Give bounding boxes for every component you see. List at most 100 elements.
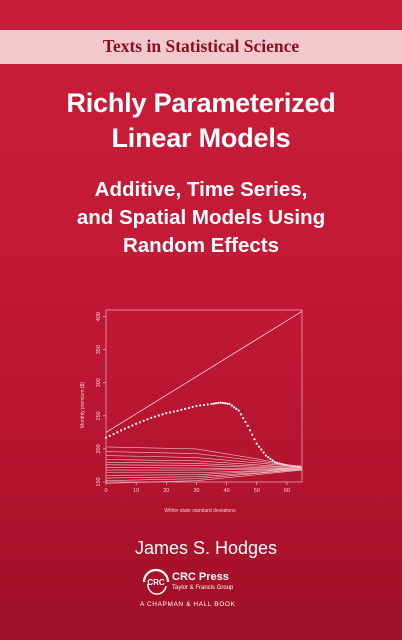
author-name: James S. Hodges bbox=[134, 538, 278, 558]
publisher-block: CRC CRC Press Taylor & Francis Group A C… bbox=[140, 566, 340, 616]
chart-x-tick-label: 0 bbox=[104, 488, 107, 494]
chart-y-axis-label: Monthly premium ($) bbox=[80, 382, 86, 428]
chart-series-state-line bbox=[105, 469, 303, 476]
chart-series-dot bbox=[226, 402, 229, 405]
chart-series-dot bbox=[104, 436, 108, 439]
chart-series-dot bbox=[262, 451, 265, 454]
chart-series-dot bbox=[251, 433, 254, 436]
chart-y-tick-label: 350 bbox=[96, 345, 102, 354]
cover-chart: 0 10 20 30 40 50 60 150 200 250 300 350 400 Within-s… bbox=[80, 309, 303, 514]
chart-series-dot bbox=[214, 402, 218, 405]
chart-series-dot bbox=[233, 406, 236, 409]
chart-series-state-line bbox=[105, 467, 302, 470]
chart-series-dot bbox=[180, 408, 183, 411]
book-title-line-1: Richly Parameterized bbox=[66, 88, 336, 118]
chart-series-state-line bbox=[105, 464, 303, 470]
chart-series-dot bbox=[269, 457, 272, 460]
chart-series-state-line bbox=[105, 469, 303, 479]
chart-series-dot bbox=[210, 402, 213, 406]
chart-series-dot bbox=[157, 414, 160, 417]
chart-series-dot bbox=[168, 411, 172, 414]
chart-series-state-line bbox=[106, 468, 303, 471]
chart-series-dot bbox=[237, 409, 240, 412]
chart-series-dot bbox=[244, 420, 247, 424]
chart-series-dot bbox=[119, 429, 123, 432]
chart-series-dot bbox=[172, 410, 175, 413]
chart-series-dot bbox=[184, 407, 187, 410]
series-title: Texts in Statistical Science bbox=[102, 36, 300, 56]
chart-series-dot bbox=[176, 409, 179, 412]
chart-series-state-line bbox=[105, 461, 303, 469]
chart-series-dot bbox=[235, 407, 238, 410]
chart-series-dot bbox=[195, 404, 198, 408]
chart-x-tick-label: 30 bbox=[193, 488, 199, 494]
chart-series-dot bbox=[212, 402, 215, 405]
chart-series-dot bbox=[202, 403, 206, 407]
chart-x-tick-label: 60 bbox=[284, 488, 290, 494]
book-subtitle-line-1: Additive, Time Series, bbox=[94, 178, 308, 201]
chart-series-dot bbox=[260, 448, 263, 451]
publisher-group: Taylor & Francis Group bbox=[172, 585, 234, 591]
chart-series-state-line bbox=[105, 451, 303, 468]
chart-series-state-line bbox=[105, 455, 303, 468]
chart-y-tick-label: 250 bbox=[96, 411, 102, 420]
chart-series-dot bbox=[271, 459, 274, 462]
chart-series-dot bbox=[264, 454, 267, 457]
chart-y-tick-label: 400 bbox=[96, 312, 102, 321]
chart-series-dot bbox=[153, 415, 157, 418]
chart-series-state-line bbox=[105, 469, 303, 484]
chart-series-dot bbox=[224, 402, 227, 405]
chart-series-dot bbox=[142, 419, 145, 422]
chart-series-dot bbox=[191, 405, 194, 409]
chart-series-dot bbox=[146, 418, 149, 421]
book-subtitle-line-3: Random Effects bbox=[122, 234, 280, 257]
chart-series-dot bbox=[228, 402, 231, 406]
chart-series-dot bbox=[221, 401, 224, 405]
chart-series-dot bbox=[165, 412, 168, 415]
book-title-line-2: Linear Models bbox=[111, 123, 291, 153]
chart-series-dot bbox=[127, 425, 130, 429]
chart-series-dot bbox=[112, 432, 115, 436]
publisher-imprint: A CHAPMAN & HALL BOOK bbox=[140, 601, 236, 608]
chart-series-dot bbox=[131, 424, 134, 427]
chart-series-dot bbox=[199, 404, 202, 407]
chart-x-tick-label: 20 bbox=[163, 488, 169, 494]
chart-series-dot bbox=[219, 401, 222, 404]
chart-series-state-line bbox=[105, 469, 303, 481]
chart-series-dot bbox=[257, 445, 261, 448]
chart-series-dot bbox=[217, 401, 220, 405]
chart-series-dot bbox=[161, 413, 164, 416]
crc-logo-text: CRC bbox=[147, 578, 165, 587]
chart-x-tick-label: 10 bbox=[133, 488, 139, 494]
chart-y-tick-label: 150 bbox=[96, 477, 102, 486]
chart-series-dot bbox=[255, 442, 258, 445]
chart-y-tick-label: 200 bbox=[96, 444, 102, 453]
chart-x-tick-label: 40 bbox=[224, 488, 230, 494]
series-band bbox=[0, 30, 402, 64]
chart-series-dot bbox=[242, 417, 245, 420]
chart-plot-frame bbox=[105, 309, 303, 483]
chart-series-dot bbox=[248, 429, 252, 432]
book-title: Richly Parameterized Linear Models bbox=[0, 86, 402, 156]
publisher-name: CRC Press bbox=[172, 571, 229, 583]
chart-series-dot bbox=[246, 424, 249, 427]
chart-series-dot bbox=[138, 421, 142, 424]
chart-series-diagonal-line bbox=[105, 310, 303, 433]
book-subtitle-line-2: and Spatial Models Using bbox=[76, 206, 326, 229]
book-subtitle: Additive, Time Series, and Spatial Model… bbox=[0, 176, 402, 260]
chart-series-dot bbox=[150, 416, 153, 419]
chart-series-state-line bbox=[106, 468, 303, 474]
chart-x-axis-label: Within-state standard deviations bbox=[164, 508, 236, 514]
chart-series-dot bbox=[253, 438, 256, 441]
chart-series-dot bbox=[230, 404, 233, 407]
chart-series-dot bbox=[108, 434, 111, 437]
chart-series-dot bbox=[123, 427, 126, 430]
chart-series-dot bbox=[135, 422, 138, 425]
chart-series-dot bbox=[239, 413, 243, 416]
chart-series-dot bbox=[206, 403, 209, 406]
chart-series-state-line bbox=[105, 446, 303, 468]
chart-series-dot bbox=[266, 456, 270, 459]
chart-series-dot bbox=[116, 431, 119, 434]
chart-y-tick-label: 300 bbox=[96, 378, 102, 387]
chart-series-dot bbox=[187, 406, 191, 410]
